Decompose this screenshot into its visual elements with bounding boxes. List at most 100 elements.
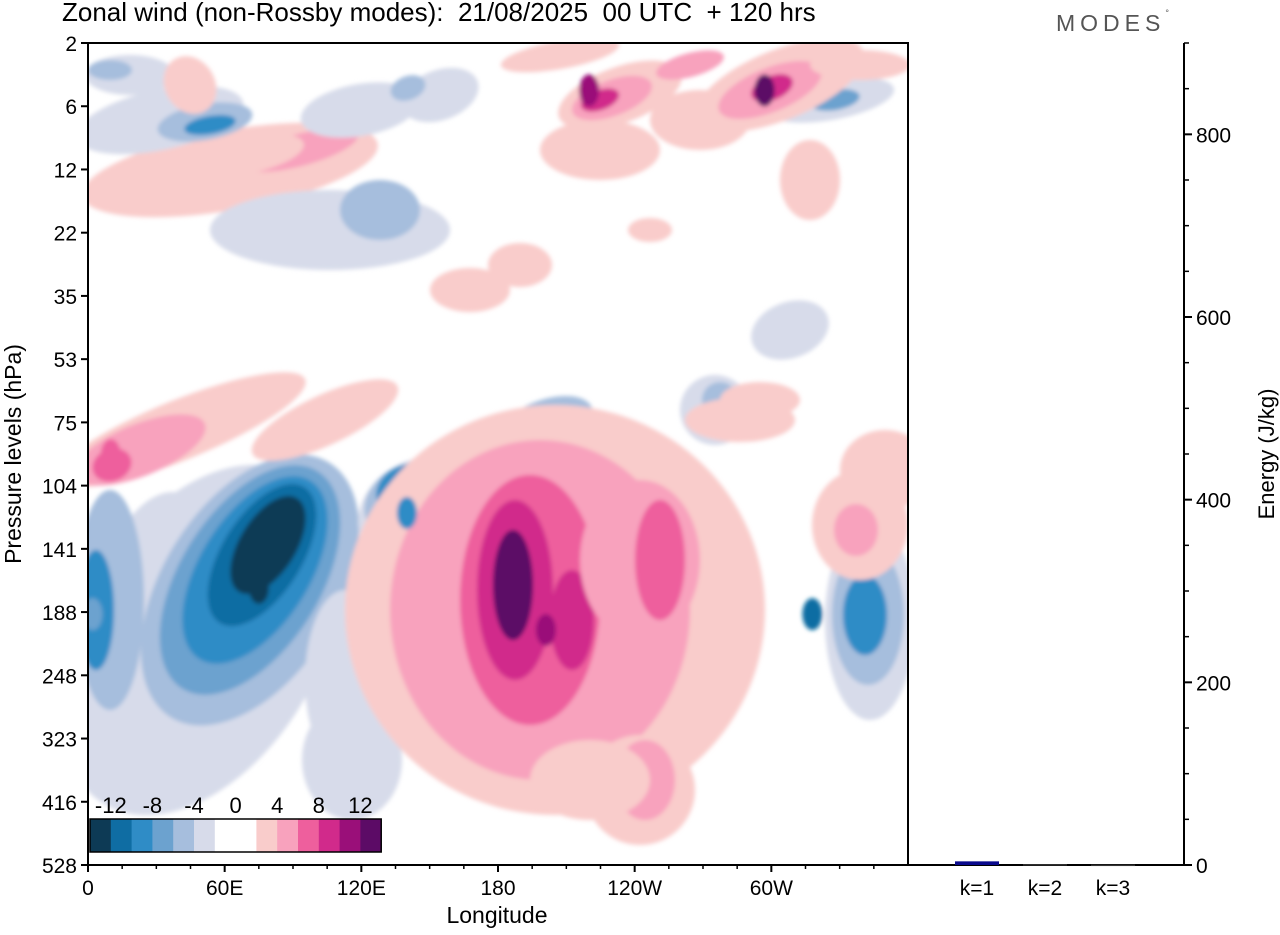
energy-bar-k=2	[1023, 864, 1067, 866]
colorbar-swatch	[194, 819, 216, 852]
field-shading-40	[251, 379, 399, 461]
colorbar-swatch	[298, 819, 320, 852]
colorbar-swatch	[152, 819, 174, 852]
colorbar-label: -12	[95, 793, 127, 818]
field-shading-35	[834, 504, 878, 556]
field-shading-71	[500, 43, 620, 73]
colorbar-frame	[89, 818, 382, 853]
y-tick-label: 528	[42, 855, 77, 878]
logo-text: MODES	[1056, 10, 1166, 36]
energy-tick-label: 200	[1196, 672, 1231, 695]
y-tick-label: 104	[42, 476, 77, 499]
y-tick-label: 141	[42, 539, 77, 562]
colorbar-swatch	[110, 819, 133, 852]
y-tick-label: 12	[54, 159, 77, 182]
colorbar-label: -4	[184, 793, 204, 818]
field-shading-42	[720, 382, 800, 418]
colorbar-swatch	[90, 819, 112, 852]
x-tick-label: 180	[480, 877, 515, 900]
energy-tick-label: 0	[1196, 855, 1208, 878]
feature-easterly-core-east-pacific	[802, 598, 823, 631]
feature-easterly-edge-west	[88, 598, 103, 631]
colorbar-label: -8	[143, 793, 163, 818]
energy-tick-label: 400	[1196, 490, 1231, 513]
field-shading-51	[780, 140, 840, 220]
feature-westerly-lower-stratosphere	[100, 439, 121, 472]
modes-logo: MODES°	[1056, 8, 1169, 37]
y-tick-label: 2	[65, 33, 77, 56]
y-tick-label: 323	[42, 729, 77, 752]
energy-bar-chart: 0 200 400 600 800 Energy (J/kg) k=1 k=2 k=3	[908, 42, 1279, 900]
energy-tick-label: 800	[1196, 124, 1231, 147]
feature-strong-easterly-core	[248, 571, 269, 604]
logo-mark: °	[1165, 8, 1169, 18]
field-shading-62	[88, 60, 132, 80]
colorbar-swatch	[131, 819, 153, 852]
field-shading-56	[300, 82, 420, 138]
field-shading-73	[163, 56, 217, 114]
field-shading-27	[550, 570, 594, 670]
colorbar-swatch	[318, 819, 341, 852]
field-shading-72	[196, 134, 304, 176]
y-tick-label: 188	[42, 602, 77, 625]
feature-westerly-secondary	[535, 613, 556, 646]
field-shading-47	[430, 268, 510, 312]
x-axis-label: Longitude	[446, 902, 547, 928]
colorbar-label: 4	[271, 793, 283, 818]
colorbar-label: 8	[313, 793, 325, 818]
feature-westerly-core-date-line	[494, 585, 515, 618]
x-tick-label: 120W	[607, 877, 662, 900]
heatmap-field	[88, 43, 908, 845]
field-shading-49	[540, 120, 660, 180]
energy-tick-label: 600	[1196, 307, 1231, 330]
energy-bar-k=1	[955, 861, 999, 865]
colorbar: -12 -8 -4 0 4 8 12	[89, 793, 382, 853]
field-shading-18	[843, 575, 887, 655]
energy-bar-label: k=3	[1096, 877, 1130, 900]
y-tick-label: 248	[42, 665, 77, 688]
colorbar-label: 12	[348, 793, 372, 818]
field-shading-8	[230, 496, 306, 594]
energy-bar-label: k=2	[1028, 877, 1062, 900]
y-tick-label: 35	[54, 286, 77, 309]
field-shading-28	[402, 570, 458, 650]
colorbar-swatch	[235, 819, 257, 852]
colorbar-label: 0	[229, 793, 241, 818]
y-tick-label: 22	[54, 223, 77, 246]
x-tick-label: 60W	[750, 877, 793, 900]
colorbar-swatch	[214, 819, 237, 852]
y-tick-label: 75	[54, 412, 77, 435]
feature-easterly-band-west-pacific	[396, 496, 417, 529]
colorbar-swatch	[256, 819, 278, 852]
energy-axis-label: Energy (J/kg)	[1254, 389, 1279, 520]
x-tick-label: 60E	[206, 877, 243, 900]
field-shading-70	[810, 50, 908, 80]
y-tick-label: 6	[65, 96, 77, 119]
colorbar-swatch	[173, 819, 195, 852]
field-shading-46	[340, 180, 420, 240]
y-axis-label: Pressure levels (hPa)	[0, 344, 26, 564]
field-shading-52	[628, 218, 672, 242]
y-tick-label: 53	[54, 349, 77, 372]
colorbar-swatch	[360, 819, 382, 852]
field-shading-21	[751, 300, 829, 360]
y-tick-label: 416	[42, 792, 77, 815]
field-shading-36	[840, 430, 908, 510]
chart-title: Zonal wind (non-Rossby modes): 21/08/202…	[62, 0, 816, 27]
field-shading-48	[488, 243, 552, 287]
colorbar-swatch	[277, 819, 299, 852]
field-shading-33	[530, 740, 650, 820]
field-shading-26	[493, 530, 533, 640]
feature-westerly-upper-stratosphere-2	[754, 74, 775, 107]
field-shading-30	[635, 500, 685, 620]
field-shading-58	[390, 75, 426, 101]
colorbar-swatch	[339, 819, 361, 852]
field-shading-69	[656, 50, 724, 80]
feature-westerly-upper-stratosphere	[579, 74, 600, 107]
x-tick-label: 0	[82, 877, 94, 900]
field-shading-55	[184, 115, 236, 135]
energy-bar-k=3	[1091, 864, 1135, 867]
